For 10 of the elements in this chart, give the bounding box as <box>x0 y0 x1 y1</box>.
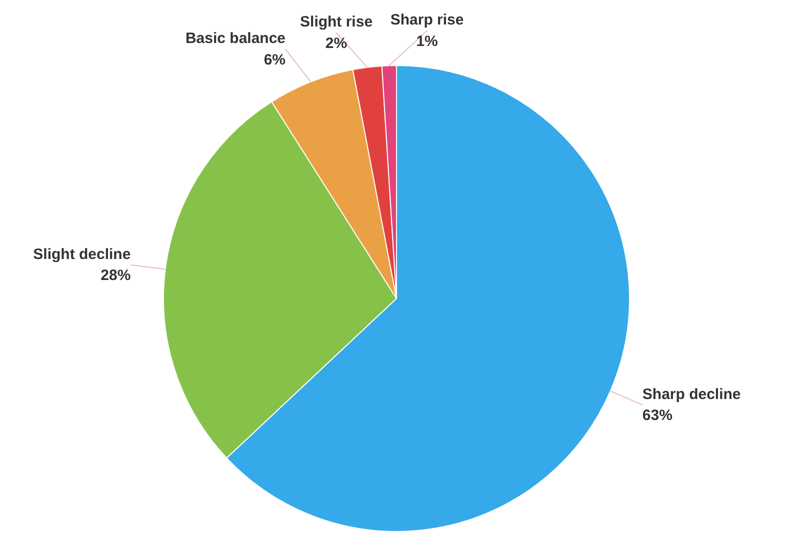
slice-label: Slight rise <box>300 14 373 31</box>
data-label: 2% <box>325 34 348 52</box>
slice-label: Sharp decline <box>642 386 741 403</box>
slice-label: Sharp rise <box>390 12 464 29</box>
data-label: 1% <box>416 32 438 50</box>
data-label: 28% <box>100 267 131 284</box>
data-label: 6% <box>264 51 286 68</box>
slice-label: Basic balance <box>185 30 286 48</box>
slice-label: Slight decline <box>33 246 131 263</box>
data-label: 63% <box>642 407 672 424</box>
